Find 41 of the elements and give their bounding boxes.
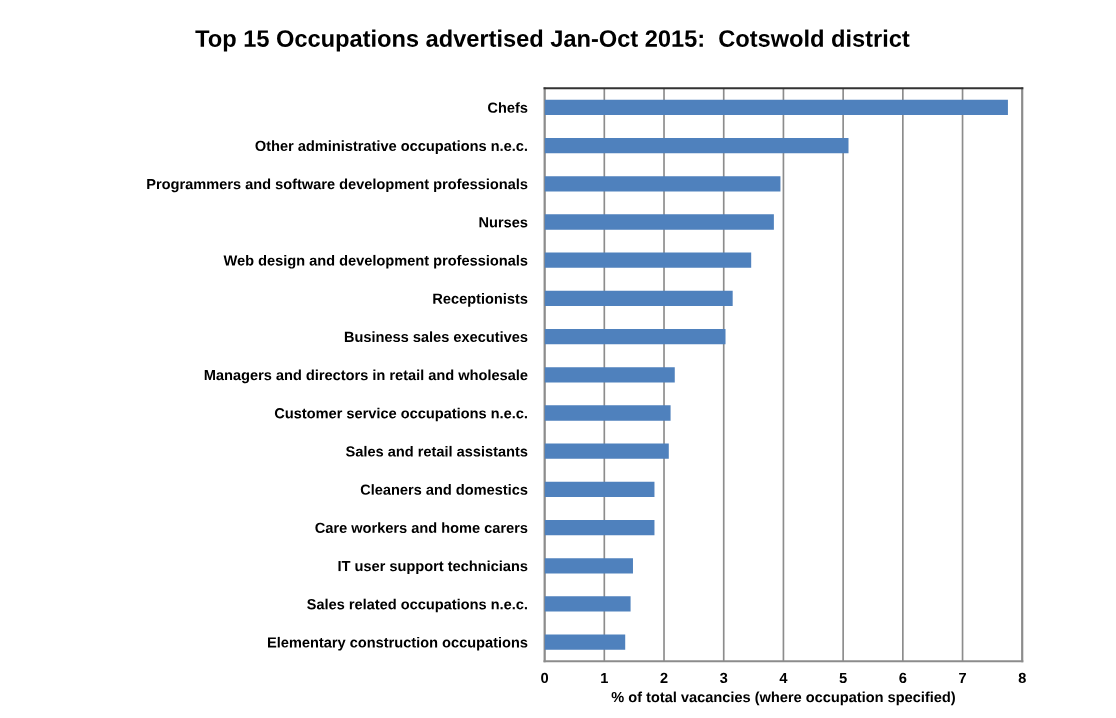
bar xyxy=(544,519,655,536)
y-tick-label: Cleaners and domestics xyxy=(360,484,528,495)
y-tick-label: Nurses xyxy=(479,217,528,228)
y-tick-label: Elementary construction occupations xyxy=(268,636,528,651)
bar xyxy=(544,634,626,650)
y-tick-label: Customer service occupations n.e.c. xyxy=(274,407,527,422)
bar xyxy=(544,443,669,459)
x-tick-label: 2 xyxy=(660,672,668,683)
bar xyxy=(544,214,774,230)
bar xyxy=(544,252,752,268)
bar xyxy=(544,137,849,154)
x-tick-label: 4 xyxy=(779,672,788,683)
y-tick-label: Sales related occupations n.e.c. xyxy=(307,598,527,613)
y-tick-label: Web design and development professionals xyxy=(223,254,528,269)
bar xyxy=(544,558,633,574)
bar xyxy=(544,596,631,612)
y-tick-label: Care workers and home carers xyxy=(315,522,528,534)
bar xyxy=(544,481,655,498)
bar xyxy=(544,176,781,192)
bar xyxy=(544,290,733,307)
y-tick-label: Managers and directors in retail and wholesale xyxy=(204,369,528,384)
y-tick-label: Other administrative occupations n.e.c. xyxy=(255,140,527,154)
x-tick-label: 6 xyxy=(899,672,907,684)
chart-title: Top 15 Occupations advertised Jan-Oct 2015: Cotswold district xyxy=(195,29,910,52)
y-tick-label: Chefs xyxy=(488,102,528,113)
x-tick-label: 1 xyxy=(601,672,608,683)
bar xyxy=(544,99,1008,116)
y-tick-label: Programmers and software development professionals xyxy=(147,178,528,193)
y-tick-label: IT user support technicians xyxy=(338,560,528,575)
y-tick-label: Receptionists xyxy=(433,293,528,307)
bar xyxy=(544,328,726,345)
x-tick-label: 3 xyxy=(720,672,728,684)
bar xyxy=(544,405,671,421)
x-tick-label: 7 xyxy=(959,672,966,683)
y-tick-label: Business sales executives xyxy=(344,331,528,343)
x-tick-label: 5 xyxy=(839,672,847,684)
bar xyxy=(544,367,675,383)
x-tick-label: 8 xyxy=(1018,672,1026,684)
y-tick-label: Sales and retail assistants xyxy=(345,445,528,457)
x-tick-label: 0 xyxy=(541,672,549,684)
x-axis-title: % of total vacancies (where occupation specified) xyxy=(611,691,955,706)
